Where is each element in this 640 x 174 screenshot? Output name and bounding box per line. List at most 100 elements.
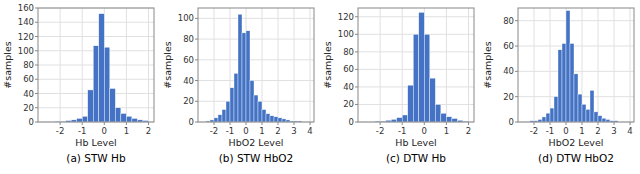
histogram-bar xyxy=(121,113,127,122)
y-axis-label: #samples xyxy=(322,41,333,88)
histogram-bar xyxy=(435,104,441,122)
tick-label-y: 80 xyxy=(183,34,194,44)
tick-label-y: 0 xyxy=(29,117,34,127)
tick-y xyxy=(195,101,198,102)
tick-label-x: -1 xyxy=(398,126,406,136)
tick-x xyxy=(534,122,535,125)
tick-label-y: 40 xyxy=(343,82,354,92)
tick-label-y: 0 xyxy=(189,117,194,127)
tick-x xyxy=(214,122,215,125)
tick-label-y: 60 xyxy=(23,74,34,84)
tick-x xyxy=(310,122,311,125)
histogram-bar xyxy=(562,43,566,122)
histogram-bar xyxy=(452,118,458,122)
tick-x xyxy=(230,122,231,125)
tick-label-x: 1 xyxy=(124,126,129,136)
tick-label-x: 1 xyxy=(259,126,264,136)
panel-title: (d) DTW HbO2 xyxy=(538,152,614,164)
histogram-bar xyxy=(222,110,226,122)
tick-x xyxy=(550,122,551,125)
x-axis-label: Hb Level xyxy=(75,137,116,148)
histogram-bar xyxy=(132,118,138,122)
tick-y xyxy=(35,79,38,80)
tick-label-x: 0 xyxy=(243,126,248,136)
histogram-bar xyxy=(558,50,562,122)
tick-label-y: 20 xyxy=(503,92,514,102)
grid-line-x xyxy=(310,8,311,122)
tick-label-y: 40 xyxy=(503,66,514,76)
tick-label-x: -2 xyxy=(56,126,64,136)
grid-line-x xyxy=(214,8,215,122)
panel: -2-101234020406080100HbO2 Level#samples(… xyxy=(162,8,314,164)
tick-label-x: -1 xyxy=(546,126,554,136)
histogram-bar xyxy=(266,114,270,122)
tick-x xyxy=(104,122,105,125)
tick-x xyxy=(278,122,279,125)
tick-x xyxy=(126,122,127,125)
tick-y xyxy=(195,18,198,19)
tick-x xyxy=(566,122,567,125)
panel-title: (c) DTW Hb xyxy=(386,152,446,164)
histogram-bar xyxy=(598,116,602,122)
panel: -2-1012020406080100120Hb Level#samples(c… xyxy=(322,8,474,164)
histogram-bar xyxy=(550,108,554,122)
tick-x xyxy=(82,122,83,125)
tick-label-y: 20 xyxy=(343,99,354,109)
x-axis-label: HbO2 Level xyxy=(549,137,604,148)
grid-line-x xyxy=(294,8,295,122)
histogram-bar xyxy=(590,90,594,122)
histogram-bar xyxy=(441,113,447,122)
tick-label-y: 140 xyxy=(18,17,34,27)
tick-label-x: -2 xyxy=(376,126,384,136)
histogram-bar xyxy=(226,101,230,122)
tick-x xyxy=(294,122,295,125)
grid-line-y xyxy=(198,59,314,60)
tick-y xyxy=(195,39,198,40)
tick-label-y: 120 xyxy=(18,32,34,42)
tick-x xyxy=(468,122,469,125)
histogram-bar xyxy=(546,113,550,122)
histogram-bar xyxy=(242,33,246,122)
y-axis-label: #samples xyxy=(482,41,493,88)
panel: -2-1012020406080100120140160Hb Level#sam… xyxy=(2,3,154,164)
bars xyxy=(375,12,469,122)
grid-line-x xyxy=(278,8,279,122)
tick-label-y: 0 xyxy=(349,117,354,127)
tick-label-y: 60 xyxy=(343,64,354,74)
tick-y xyxy=(35,122,38,123)
tick-label-x: 1 xyxy=(444,126,449,136)
grid-line-y xyxy=(518,46,634,47)
histogram-bar xyxy=(602,118,606,122)
histogram-bar xyxy=(408,85,414,122)
tick-y xyxy=(195,59,198,60)
histogram-bar xyxy=(413,34,419,122)
histogram-bar xyxy=(554,97,558,122)
tick-x xyxy=(582,122,583,125)
tick-y xyxy=(355,51,358,52)
tick-label-x: -2 xyxy=(530,126,538,136)
y-axis-label: #samples xyxy=(162,41,173,88)
grid-line-y xyxy=(38,22,154,23)
tick-label-y: 40 xyxy=(183,76,194,86)
tick-label-x: 4 xyxy=(307,126,312,136)
histogram-bar xyxy=(424,34,430,122)
histogram-bar xyxy=(570,43,574,122)
bars xyxy=(55,14,149,122)
tick-x xyxy=(402,122,403,125)
tick-label-y: 60 xyxy=(503,41,514,51)
grid-line-x xyxy=(534,8,535,122)
histogram-bar xyxy=(99,14,105,122)
tick-label-x: 2 xyxy=(275,126,280,136)
grid-line-x xyxy=(598,8,599,122)
tick-y xyxy=(515,122,518,123)
grid-line-y xyxy=(198,80,314,81)
tick-y xyxy=(355,16,358,17)
tick-label-y: 0 xyxy=(509,117,514,127)
tick-label-x: 0 xyxy=(102,126,107,136)
tick-label-x: 1 xyxy=(579,126,584,136)
histogram-bar xyxy=(578,94,582,122)
tick-label-x: 2 xyxy=(595,126,600,136)
histogram-bar xyxy=(250,81,254,122)
histogram-bar xyxy=(246,31,250,122)
histogram-bar xyxy=(126,116,132,122)
